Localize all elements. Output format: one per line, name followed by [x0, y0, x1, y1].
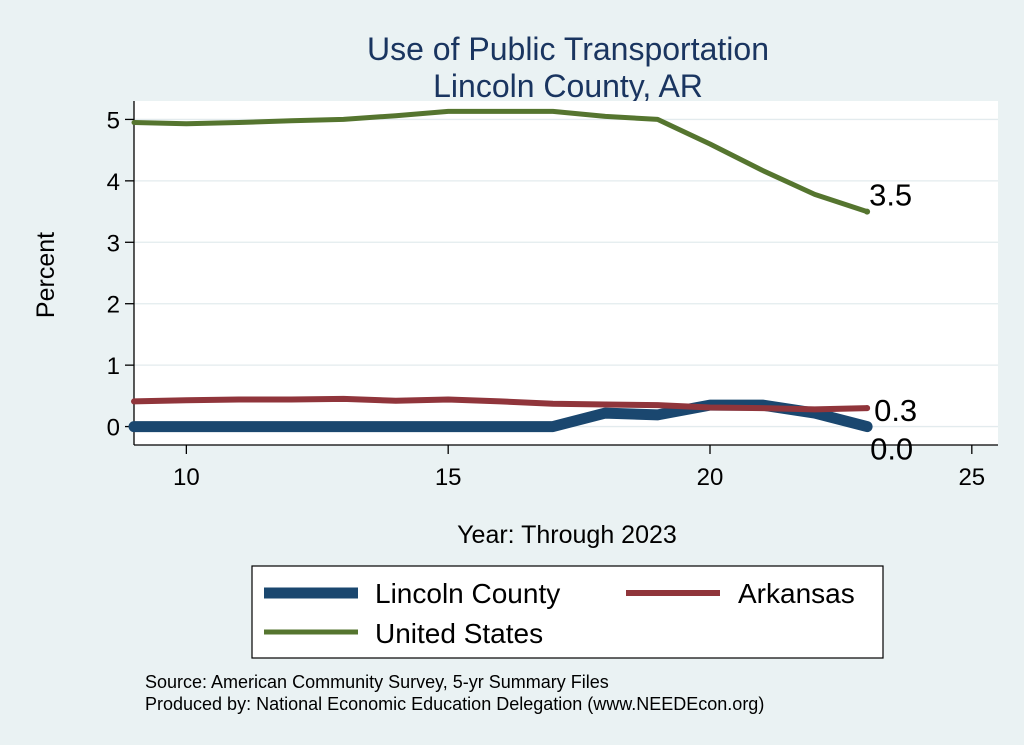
end-marker-arkansas [864, 405, 871, 412]
series-lines [128, 108, 873, 433]
y-tick-label: 1 [107, 353, 120, 380]
x-axis-label: Year: Through 2023 [457, 521, 677, 549]
source-note: Source: American Community Survey, 5-yr … [145, 672, 609, 692]
chart-title: Use of Public Transportation [367, 31, 769, 67]
producer-note: Produced by: National Economic Education… [145, 694, 764, 714]
series-line-arkansas [131, 395, 871, 413]
end-label-united-states: 3.5 [869, 178, 912, 213]
axes: 0 1 2 3 4 5 10 15 20 25 [107, 101, 998, 491]
y-tick-label: 3 [107, 230, 120, 257]
chart-subtitle: Lincoln County, AR [433, 68, 703, 104]
x-tick-label: 10 [173, 464, 200, 491]
y-axis-label: Percent [32, 232, 60, 318]
legend-box [251, 565, 884, 659]
end-marker-lincoln-county [864, 423, 871, 430]
end-labels: 0.0 0.3 3.5 [864, 178, 917, 467]
legend-label-arkansas: Arkansas [738, 578, 855, 609]
legend: Lincoln County Arkansas United States [251, 565, 884, 659]
x-tick-label: 25 [958, 464, 985, 491]
series-line-united-states [131, 108, 870, 215]
y-tick-label: 4 [107, 169, 120, 196]
y-tick-label: 5 [107, 107, 120, 134]
end-label-lincoln-county: 0.0 [870, 432, 913, 467]
end-marker-united-states [864, 208, 871, 215]
legend-label-lincoln-county: Lincoln County [375, 578, 560, 609]
y-tick-label: 0 [107, 415, 120, 442]
plot-area [134, 101, 998, 445]
legend-label-united-states: United States [375, 618, 543, 649]
y-tick-label: 2 [107, 292, 120, 319]
end-label-arkansas: 0.3 [874, 393, 917, 428]
x-tick-label: 20 [697, 464, 724, 491]
x-tick-label: 15 [435, 464, 462, 491]
